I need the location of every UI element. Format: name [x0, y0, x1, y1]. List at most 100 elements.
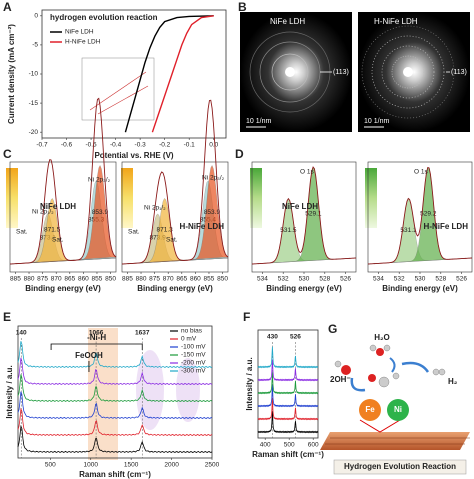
x-tick-label: 2000	[164, 462, 179, 469]
fe-atom	[359, 399, 381, 421]
peak-name: Ni 2p₃/₂	[88, 177, 111, 184]
saed-image	[358, 12, 470, 132]
sample-name: H-NiFe LDH	[424, 222, 469, 231]
spectrum	[257, 384, 319, 408]
x-tick-label: -0.6	[61, 142, 73, 149]
species-label: 2OH⁻	[330, 375, 351, 384]
x-tick-label: 526	[456, 276, 467, 283]
highlight-band	[176, 358, 200, 422]
peak-name: Ni 2p₁/₂	[144, 205, 166, 212]
x-tick-label: -0.4	[110, 142, 122, 149]
x-tick-label: 532	[394, 276, 405, 283]
legend-label: H-NiFe LDH	[65, 39, 101, 46]
x-tick-label: 500	[45, 462, 56, 469]
ring-label: (113)	[333, 69, 349, 76]
peak-name: Sat.	[166, 237, 178, 244]
peak-label: 529.2	[420, 210, 437, 217]
peak-name: Sat.	[128, 229, 140, 236]
x-tick-label: 860	[78, 276, 89, 283]
y-tick-label: -5	[32, 42, 38, 49]
h2	[438, 368, 446, 376]
adsorbate	[368, 374, 376, 382]
peak-name: O 1s	[300, 169, 314, 176]
x-tick-label: 880	[24, 276, 35, 283]
y-tick-label: -10	[29, 71, 39, 78]
peak-label: 140	[16, 330, 27, 337]
x-tick-label: 865	[176, 276, 187, 283]
beam-spot	[285, 67, 295, 77]
x-axis-label: Binding energy (eV)	[137, 284, 213, 293]
peak-label: 853.9	[92, 209, 109, 216]
atom-label: Fe	[365, 405, 375, 414]
color-strip	[121, 168, 133, 228]
adsorbate	[392, 372, 400, 380]
y-axis-label: Intensity / a.u.	[245, 357, 254, 410]
x-tick-label: 875	[37, 276, 48, 283]
water	[376, 348, 384, 356]
catalyst-slab	[320, 432, 470, 450]
annotation: -Ni-H	[87, 333, 106, 342]
peak-name: Ni 2p₃/₂	[202, 175, 225, 182]
spectrum	[17, 341, 213, 368]
x-tick-label: -0.5	[85, 142, 97, 149]
peak-label: 871.3	[157, 227, 174, 234]
x-axis-label: Binding energy (eV)	[266, 284, 342, 293]
color-strip	[365, 168, 377, 228]
x-tick-label: 500	[284, 442, 295, 449]
peak-label: 531.1	[400, 227, 417, 234]
peak-name: O 1s	[414, 169, 428, 176]
spectrum	[257, 372, 319, 395]
x-axis-label: Binding energy (eV)	[25, 284, 101, 293]
lattice	[325, 437, 470, 445]
panel-label: B	[238, 0, 247, 14]
x-tick-label: 850	[217, 276, 228, 283]
inset	[81, 57, 155, 121]
legend-label: 0 mV	[181, 336, 197, 343]
spectrum	[257, 411, 319, 434]
legend-label: no bias	[181, 328, 203, 335]
y-axis-label: Current density (mA cm⁻²)	[7, 24, 16, 124]
x-tick-label: 530	[299, 276, 310, 283]
y-tick-label: -15	[29, 100, 39, 107]
peak-label: 531.5	[280, 227, 297, 234]
x-tick-label: 600	[308, 442, 319, 449]
x-tick-label: 526	[340, 276, 351, 283]
image-title: H-NiFe LDH	[374, 17, 418, 26]
spectrum	[257, 359, 319, 382]
scale-label: 10 1/nm	[364, 118, 389, 125]
bracket	[50, 343, 143, 350]
water	[383, 344, 391, 352]
scale-label: 10 1/nm	[246, 118, 271, 125]
species-label: H₂	[448, 377, 458, 386]
x-axis-label: Raman shift (cm⁻¹)	[79, 470, 151, 479]
x-tick-label: -0.2	[159, 142, 171, 149]
color-strip	[250, 168, 262, 228]
spectrum	[17, 374, 213, 402]
image-title: NiFe LDH	[270, 17, 305, 26]
x-tick-label: 1000	[84, 462, 99, 469]
saed-image	[240, 12, 352, 132]
x-tick-label: 2500	[205, 462, 220, 469]
x-tick-label: 855	[92, 276, 103, 283]
hydroxide	[341, 365, 351, 375]
atom-label: Ni	[394, 405, 402, 414]
ni-atom	[387, 399, 409, 421]
x-tick-label: -0.1	[184, 142, 196, 149]
envelope	[367, 166, 473, 265]
x-tick-label: 885	[122, 276, 133, 283]
spectrum	[257, 397, 319, 421]
sample-name: NiFe LDH	[40, 202, 76, 211]
legend-label: -200 mV	[181, 360, 206, 367]
arrow	[401, 361, 430, 373]
x-tick-label: 865	[64, 276, 75, 283]
peak-label: 529.1	[305, 210, 322, 217]
peak-label: 1066	[89, 330, 104, 337]
caption-box	[333, 459, 467, 475]
plot-frame	[121, 161, 229, 273]
spectrum	[17, 407, 213, 436]
peak-name: Sat.	[52, 237, 64, 244]
water	[369, 344, 377, 352]
sample-name: H-NiFe LDH	[180, 222, 225, 231]
legend-label: -300 mV	[181, 368, 206, 375]
panel-label: C	[3, 147, 12, 161]
